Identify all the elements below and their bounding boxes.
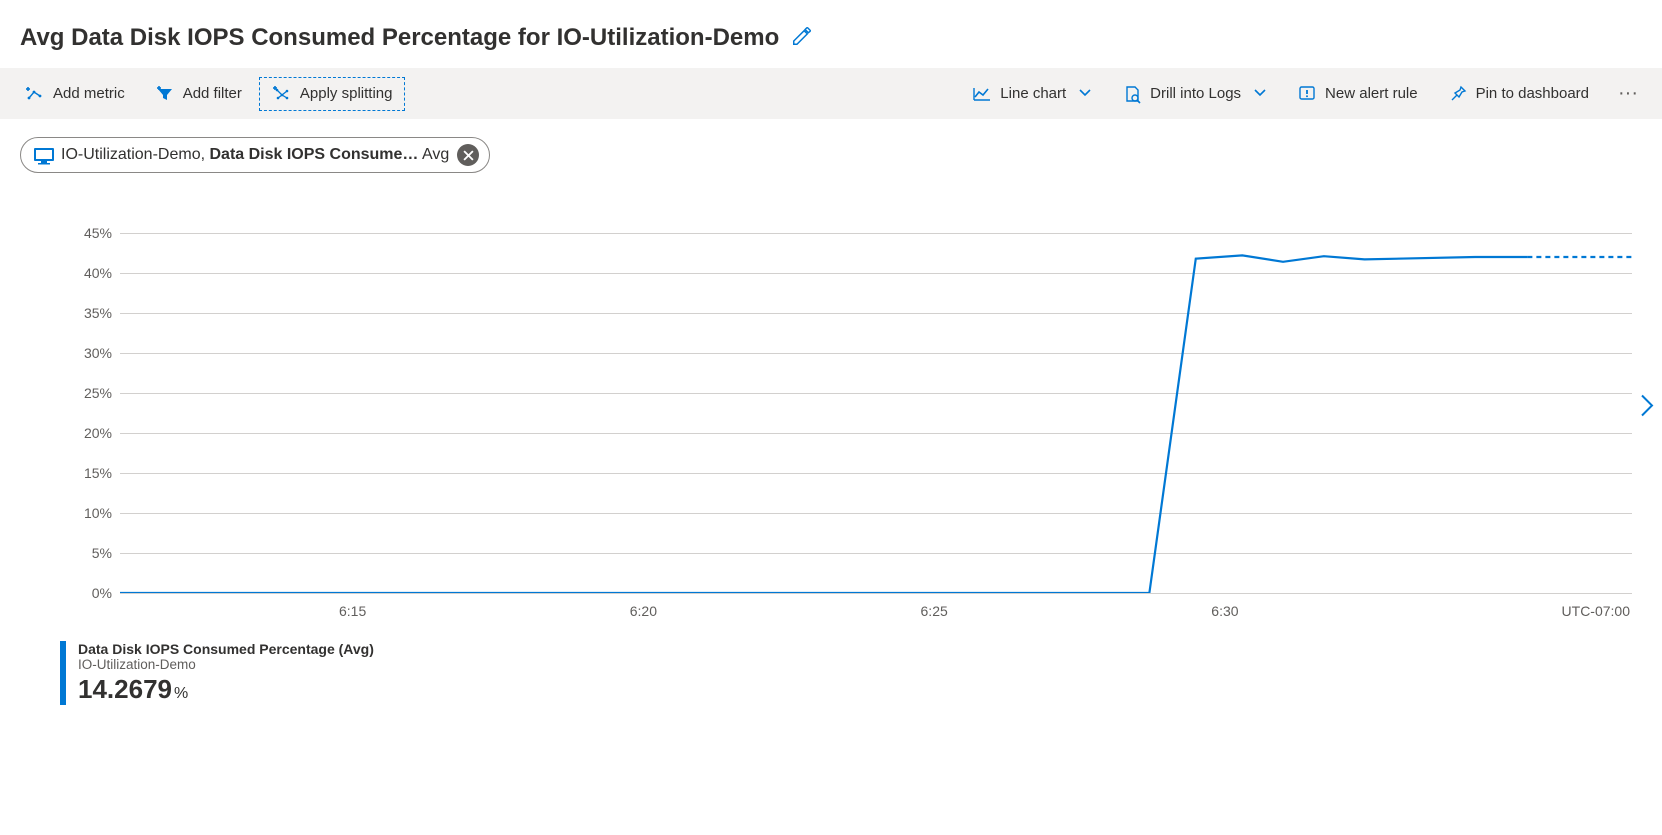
apply-splitting-label: Apply splitting [300, 85, 393, 102]
y-tick-label: 30% [84, 345, 112, 361]
y-tick-label: 5% [92, 545, 112, 561]
pill-aggregation: Avg [418, 146, 449, 163]
toolbar: Add metric Add filter Apply splitting Li… [0, 68, 1662, 119]
y-tick-label: 15% [84, 465, 112, 481]
pill-resource: IO-Utilization-Demo, [61, 146, 209, 163]
vm-icon [33, 147, 53, 163]
pin-dashboard-button[interactable]: Pin to dashboard [1435, 77, 1602, 111]
alert-icon [1297, 84, 1317, 104]
drill-logs-button[interactable]: Drill into Logs [1109, 77, 1280, 111]
chart-type-button[interactable]: Line chart [959, 77, 1105, 111]
page-title: Avg Data Disk IOPS Consumed Percentage f… [20, 24, 779, 52]
add-filter-button[interactable]: Add filter [142, 77, 255, 111]
x-axis: 6:15 6:20 6:25 6:30 UTC-07:00 [120, 599, 1632, 623]
legend: Data Disk IOPS Consumed Percentage (Avg)… [0, 633, 1662, 725]
chevron-down-icon [1078, 85, 1092, 103]
y-tick-label: 10% [84, 505, 112, 521]
x-tick-label: 6:20 [630, 603, 657, 619]
pill-metric: Data Disk IOPS Consume… [209, 146, 418, 163]
x-tick-label: 6:25 [921, 603, 948, 619]
y-tick-label: 20% [84, 425, 112, 441]
x-tick-label: 6:15 [339, 603, 366, 619]
add-filter-label: Add filter [183, 85, 242, 102]
pill-remove-icon[interactable] [457, 144, 479, 166]
y-tick-label: 25% [84, 385, 112, 401]
add-metric-icon [25, 84, 45, 104]
new-alert-button[interactable]: New alert rule [1284, 77, 1431, 111]
y-tick-label: 0% [92, 585, 112, 601]
chart-plot [120, 233, 1632, 593]
logs-icon [1122, 84, 1142, 104]
y-tick-label: 45% [84, 225, 112, 241]
y-axis: 0%5%10%15%20%25%30%35%40%45% [60, 233, 120, 593]
line-chart-icon [972, 84, 992, 104]
timezone-label: UTC-07:00 [1562, 603, 1630, 619]
splitting-icon [272, 84, 292, 104]
add-metric-button[interactable]: Add metric [12, 77, 138, 111]
pin-dashboard-label: Pin to dashboard [1476, 85, 1589, 102]
y-tick-label: 40% [84, 265, 112, 281]
chart-scroll-right-icon[interactable] [1638, 392, 1656, 425]
chevron-down-icon [1253, 85, 1267, 103]
chart: 0% 5% 10% 15% 20% 25% 30% 35% 40% 45% 6:15 6:20 6:2… [0, 183, 1662, 633]
x-tick-label: 6:30 [1211, 603, 1238, 619]
apply-splitting-button[interactable]: Apply splitting [259, 77, 406, 111]
legend-subtitle: IO-Utilization-Demo [78, 657, 374, 672]
legend-color-bar [60, 641, 66, 705]
more-options-button[interactable]: ··· [1606, 76, 1650, 111]
metric-pill[interactable]: IO-Utilization-Demo, Data Disk IOPS Cons… [20, 137, 490, 173]
pin-icon [1448, 84, 1468, 104]
edit-title-icon[interactable] [791, 25, 813, 52]
add-metric-label: Add metric [53, 85, 125, 102]
filter-icon [155, 84, 175, 104]
legend-title: Data Disk IOPS Consumed Percentage (Avg) [78, 641, 374, 657]
new-alert-label: New alert rule [1325, 85, 1418, 102]
legend-value: 14.2679% [78, 674, 374, 705]
drill-logs-label: Drill into Logs [1150, 85, 1241, 102]
y-tick-label: 35% [84, 305, 112, 321]
chart-type-label: Line chart [1000, 85, 1066, 102]
